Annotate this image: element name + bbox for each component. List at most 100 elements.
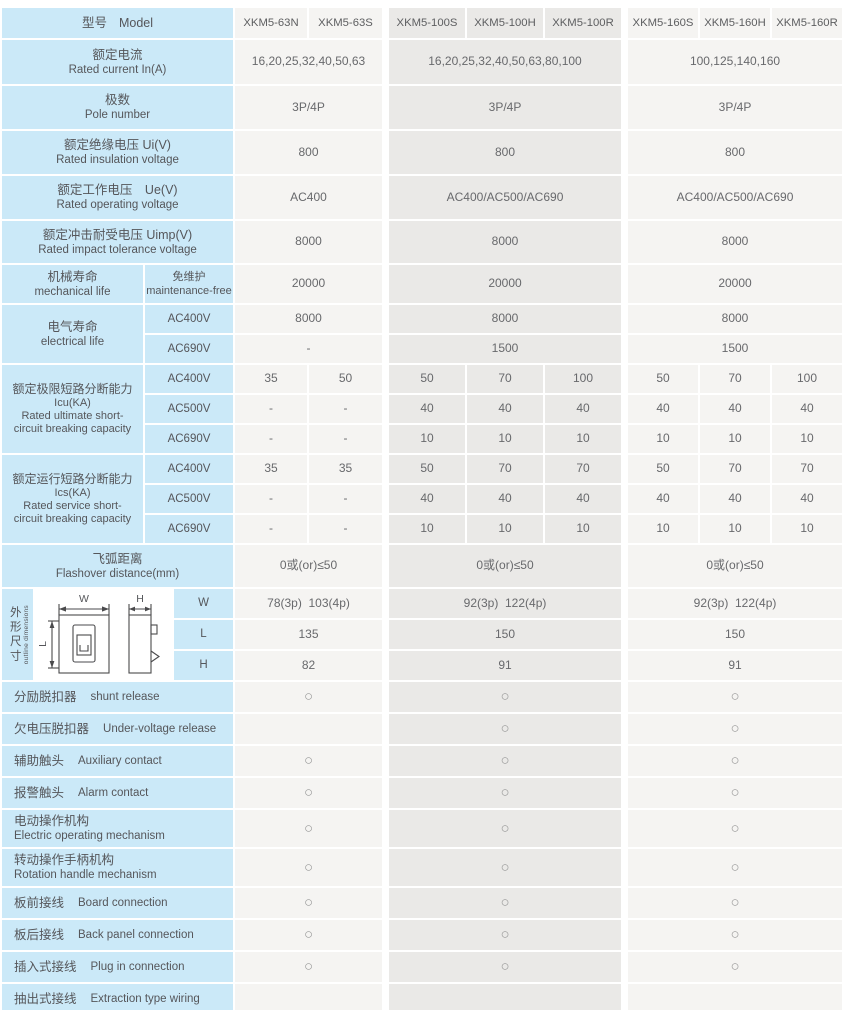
table-row-extraction-type-wiring: 抽出式接线 Extraction type wiring xyxy=(2,984,844,1010)
availability-mark: ○ xyxy=(235,849,382,886)
label-en: Auxiliary contact xyxy=(78,754,162,767)
value-cell: 8000 xyxy=(389,305,621,333)
table-row-operating-voltage: 额定工作电压 Ue(V) Rated operating voltage AC4… xyxy=(2,176,844,219)
value-cell: 70 xyxy=(700,365,770,393)
availability-mark: ○ xyxy=(628,920,842,950)
sub-row: AC400V 35 35 50 70 70 50 70 70 xyxy=(143,455,842,483)
voltage-sublabel: AC500V xyxy=(145,485,233,513)
row-label: 转动操作手柄机构 Rotation handle mechanism xyxy=(2,849,233,886)
availability-mark: ○ xyxy=(235,888,382,918)
model-header-cell: XKM5-63S xyxy=(309,8,382,38)
value-cell: 8000 xyxy=(389,221,621,263)
label-zh: 额定极限短路分断能力 xyxy=(12,382,133,397)
value-cell: 40 xyxy=(772,485,842,513)
label-zh: 额定运行短路分断能力 xyxy=(12,472,133,487)
value-cell: 0或(or)≤50 xyxy=(389,545,621,587)
row-label: 额定冲击耐受电压 Uimp(V) Rated impact tolerance … xyxy=(2,221,233,263)
sub-rows: AC400V 35 50 50 70 100 50 70 100 AC500V … xyxy=(143,365,842,453)
sub-row: W 78(3p) 103(4p) 92(3p) 122(4p) 92(3p) 1… xyxy=(172,589,842,618)
model-header-cell: XKM5-100S xyxy=(389,8,465,38)
model-header-cell: XKM5-160H xyxy=(700,8,770,38)
label-en: Model xyxy=(118,16,154,30)
label-zh: 报警触头 xyxy=(14,786,65,800)
value-cell: 100 xyxy=(545,365,621,393)
label-en: Rotation handle mechanism xyxy=(14,869,157,882)
diagram-w-label: W xyxy=(79,593,89,605)
table-row-ics-breaking-capacity: 额定运行短路分断能力 Ics(KA) Rated service short- … xyxy=(2,455,844,543)
row-label: 极数 Pole number xyxy=(2,86,233,129)
value-cell: 40 xyxy=(389,485,465,513)
label-en: Rated impact tolerance voltage xyxy=(38,243,197,256)
value-cell: 50 xyxy=(389,455,465,483)
row-label: 板后接线 Back panel connection xyxy=(2,920,233,950)
value-cell: 70 xyxy=(467,455,543,483)
value-cell: 1500 xyxy=(628,335,842,363)
value-cell: 50 xyxy=(628,455,698,483)
label-en: Alarm contact xyxy=(78,786,149,799)
availability-mark: ○ xyxy=(389,778,621,808)
diagram-h-label: H xyxy=(136,593,144,605)
value-cell: 40 xyxy=(772,395,842,423)
value-cell: 40 xyxy=(467,395,543,423)
label-en: Electric operating mechanism xyxy=(14,830,165,843)
value-cell: 10 xyxy=(467,515,543,543)
value-cell: 82 xyxy=(235,651,382,680)
value-cell: AC400/AC500/AC690 xyxy=(628,176,842,219)
value-cell: 70 xyxy=(467,365,543,393)
value-cell: - xyxy=(309,395,382,423)
model-header-cell: XKM5-100H xyxy=(467,8,543,38)
value-cell: 40 xyxy=(389,395,465,423)
model-header-cell: XKM5-160R xyxy=(772,8,842,38)
sub-row: AC690V - - 10 10 10 10 10 10 xyxy=(143,425,842,453)
label-en-2: circuit breaking capacity xyxy=(13,512,132,525)
value-cell: 3P/4P xyxy=(628,86,842,129)
label-zh: 额定冲击耐受电压 Uimp(V) xyxy=(42,227,193,242)
label-en: Rated insulation voltage xyxy=(56,154,179,167)
label-zh: 转动操作手柄机构 xyxy=(14,853,115,868)
label-zh: 板前接线 xyxy=(14,896,65,910)
row-sublabel: 免维护 maintenance-free xyxy=(145,265,233,303)
label-en-1: Rated ultimate short- xyxy=(21,409,124,422)
availability-mark: ○ xyxy=(235,952,382,982)
row-label: 额定运行短路分断能力 Ics(KA) Rated service short- … xyxy=(2,455,143,543)
label-en: Under-voltage release xyxy=(103,722,217,735)
value-cell: 92(3p) 122(4p) xyxy=(628,589,842,618)
sub-row: AC690V - 1500 1500 xyxy=(143,335,842,363)
table-row-alarm-contact: 报警触头 Alarm contact ○ ○ ○ xyxy=(2,778,844,808)
availability-mark: ○ xyxy=(235,682,382,712)
sub-row: AC400V 35 50 50 70 100 50 70 100 xyxy=(143,365,842,393)
table-row-shunt-release: 分励脱扣器 shunt release ○ ○ ○ xyxy=(2,682,844,712)
label-en-1: Rated service short- xyxy=(23,499,122,512)
label-en: Plug in connection xyxy=(90,960,185,973)
availability-mark: ○ xyxy=(628,849,842,886)
value-cell: 10 xyxy=(545,515,621,543)
label-en: shunt release xyxy=(90,690,160,703)
table-row-outline-dimensions: 外形尺寸 outline dimensions W H xyxy=(2,589,844,680)
dimension-sublabel: W xyxy=(174,589,233,618)
label-zh: 板后接线 xyxy=(14,928,65,942)
availability-mark: ○ xyxy=(235,778,382,808)
value-cell: 78(3p) 103(4p) xyxy=(235,589,382,618)
row-label: 额定极限短路分断能力 Icu(KA) Rated ultimate short-… xyxy=(2,365,143,453)
value-cell: - xyxy=(235,335,382,363)
value-cell: 800 xyxy=(628,131,842,174)
label-zh: 额定电流 xyxy=(92,47,143,62)
value-cell: 800 xyxy=(235,131,382,174)
dimensions-vertical-label: 外形尺寸 outline dimensions xyxy=(2,589,33,680)
availability-mark: ○ xyxy=(628,810,842,847)
availability-mark xyxy=(628,984,842,1010)
label-zh: 极数 xyxy=(104,93,130,108)
row-label: 额定电流 Rated current In(A) xyxy=(2,40,233,84)
sub-rows: AC400V 8000 8000 8000 AC690V - 1500 1500 xyxy=(143,305,842,363)
model-header-cell: XKM5-160S xyxy=(628,8,698,38)
sub-rows: AC400V 35 35 50 70 70 50 70 70 AC500V - … xyxy=(143,455,842,543)
value-cell: - xyxy=(235,485,307,513)
label-zh: 分励脱扣器 xyxy=(14,690,77,704)
value-cell: 35 xyxy=(309,455,382,483)
label-zh: 额定工作电压 Ue(V) xyxy=(57,183,178,198)
label-zh: 电气寿命 xyxy=(47,319,98,334)
value-cell: 3P/4P xyxy=(235,86,382,129)
table-row-flashover-distance: 飞弧距离 Flashover distance(mm) 0或(or)≤50 0或… xyxy=(2,545,844,587)
row-label: 额定工作电压 Ue(V) Rated operating voltage xyxy=(2,176,233,219)
value-cell: 10 xyxy=(467,425,543,453)
